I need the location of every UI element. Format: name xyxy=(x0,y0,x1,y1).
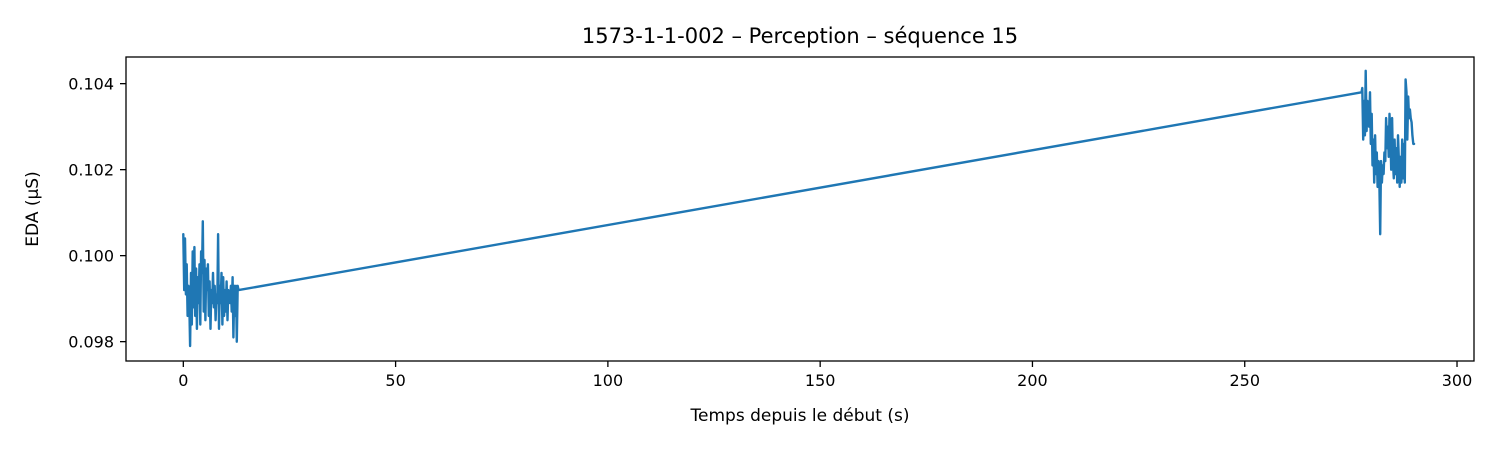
x-tick-label: 150 xyxy=(805,371,836,390)
y-axis: 0.098 0.100 0.102 0.104 xyxy=(68,75,126,352)
chart-title: 1573-1-1-002 – Perception – séquence 15 xyxy=(582,24,1018,48)
y-tick-label: 0.102 xyxy=(68,161,114,180)
x-tick-label: 200 xyxy=(1017,371,1048,390)
x-tick-label: 100 xyxy=(593,371,624,390)
x-tick-label: 300 xyxy=(1442,371,1473,390)
y-tick-label: 0.100 xyxy=(68,247,114,266)
x-axis: 0 50 100 150 200 250 300 xyxy=(178,361,1472,390)
plot-frame xyxy=(125,56,1475,362)
x-axis-label: Temps depuis le début (s) xyxy=(690,406,910,426)
series-line-0 xyxy=(182,69,1416,348)
series-layer xyxy=(182,69,1416,348)
x-tick-label: 50 xyxy=(385,371,405,390)
x-tick-label: 0 xyxy=(178,371,188,390)
y-tick-label: 0.098 xyxy=(68,333,114,352)
x-tick-label: 250 xyxy=(1229,371,1260,390)
y-axis-label: EDA (µS) xyxy=(23,171,43,246)
y-tick-label: 0.104 xyxy=(68,75,114,94)
